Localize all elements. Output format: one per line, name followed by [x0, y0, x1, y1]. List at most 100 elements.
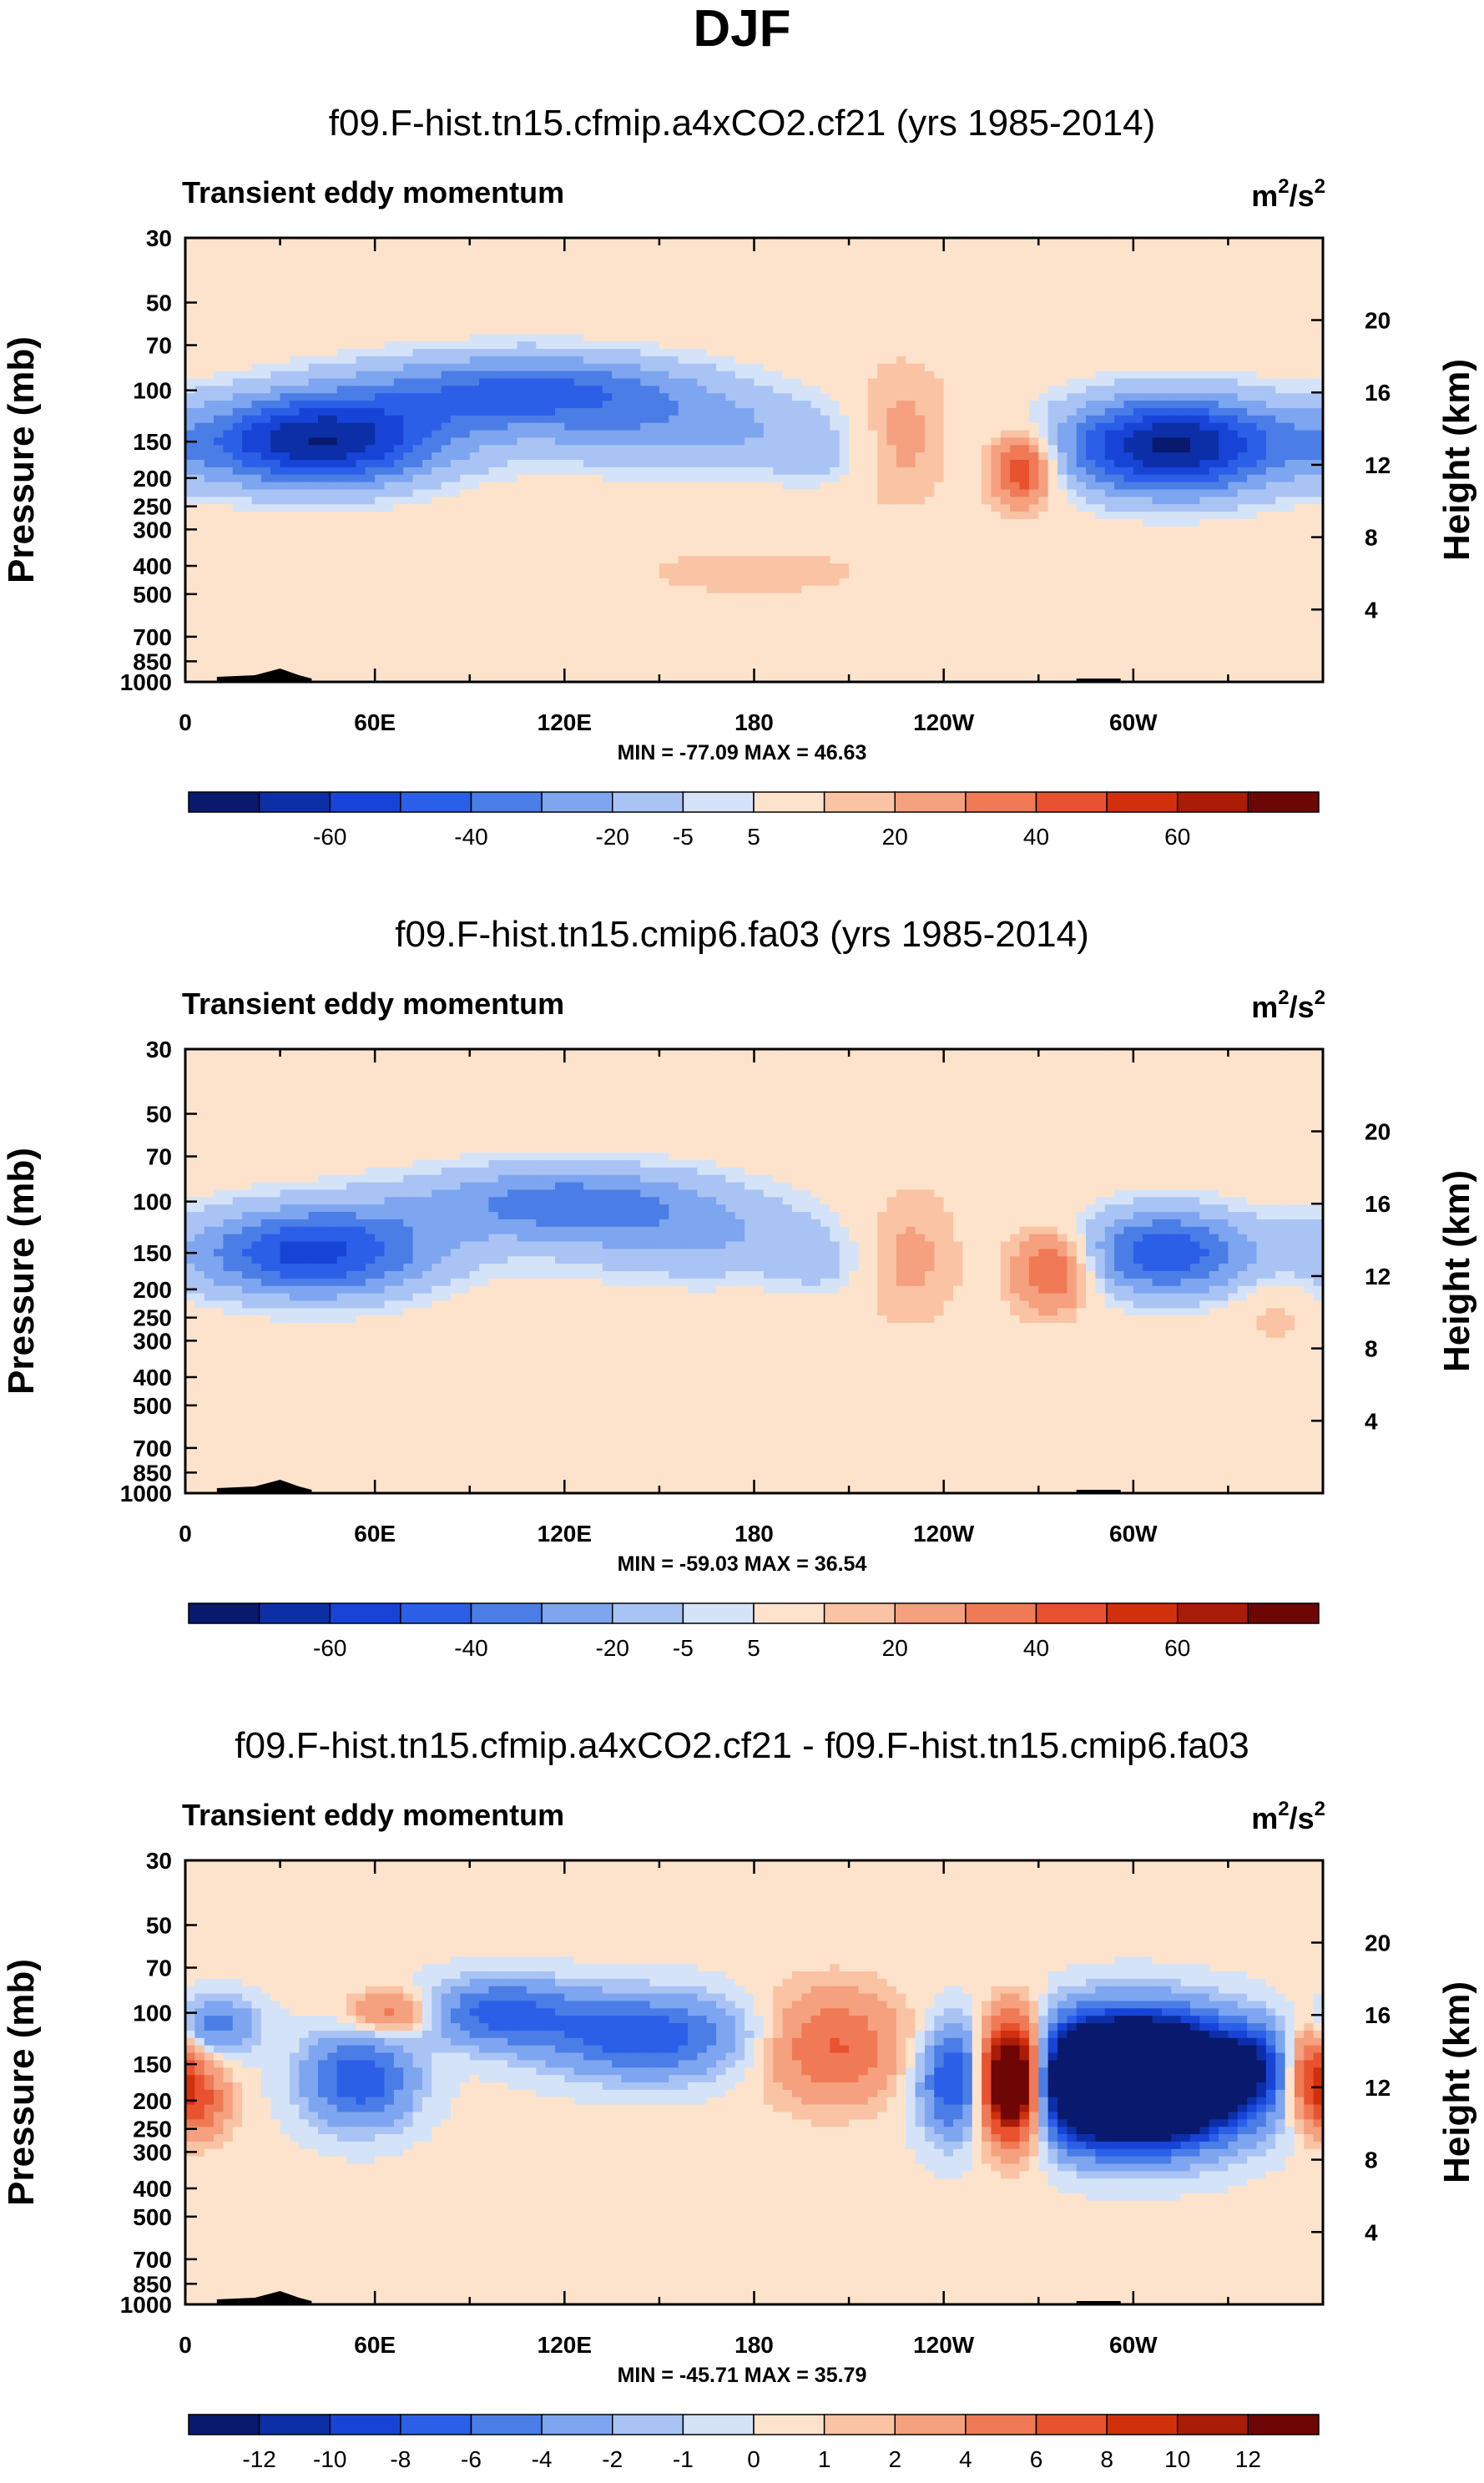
colorbar-swatch [1035, 2414, 1108, 2435]
colorbar-swatch [541, 791, 613, 813]
colorbar-label: -60 [313, 824, 346, 850]
colorbar: -60 -40 -20 -5 5 20 40 60 [188, 791, 1320, 850]
y-tick-label: 250 [133, 2117, 172, 2142]
colorbar-label: 1 [818, 2446, 831, 2472]
colorbar-swatch [470, 2414, 543, 2435]
colorbar-swatch [1035, 1602, 1108, 1624]
chart-panel-2: f09.F-hist.tn15.cmip6.fa03 (yrs 1985-201… [1, 914, 1477, 1661]
x-tick-label: 120W [913, 1521, 975, 1547]
colorbar-label: 20 [882, 824, 908, 850]
x-tick-label: 60E [354, 2332, 396, 2358]
colorbar-swatch [612, 791, 684, 813]
colorbar-label: -10 [313, 2446, 346, 2472]
colorbar-swatch [682, 791, 755, 813]
y-tick-label: 400 [133, 2176, 172, 2202]
colorbar-label: 5 [747, 824, 760, 850]
y-tick-label: 850 [133, 1460, 172, 1486]
colorbar-swatch [329, 1602, 401, 1624]
colorbar-swatch [329, 2414, 401, 2435]
y-axis-label-right: Height (km) [1436, 1170, 1477, 1372]
y-tick-label: 700 [133, 2247, 172, 2273]
colorbar-swatch [188, 791, 260, 813]
y-tick-label: 200 [133, 1277, 172, 1303]
y-tick-label: 400 [133, 1365, 172, 1390]
colorbar-label: -8 [390, 2446, 411, 2472]
colorbar-swatch [329, 791, 401, 813]
colorbar-swatch [823, 2414, 896, 2435]
y-tick-label: 150 [133, 1240, 172, 1266]
colorbar-swatch [965, 1602, 1037, 1624]
chart-panel-3: f09.F-hist.tn15.cfmip.a4xCO2.cf21 - f09.… [1, 1725, 1477, 2472]
surface-topography [216, 669, 1121, 682]
y-tick-label: 70 [146, 1144, 172, 1170]
min-max-label: MIN = -77.09 MAX = 46.63 [618, 741, 867, 765]
units-label: m2/s2 [1251, 987, 1325, 1024]
colorbar: -60 -40 -20 -5 5 20 40 60 [188, 1602, 1320, 1661]
height-tick-label: 8 [1365, 1336, 1378, 1362]
y-tick-label: 250 [133, 1305, 172, 1331]
y-tick-label: 300 [133, 1328, 172, 1354]
x-tick-label: 120E [538, 2332, 592, 2358]
colorbar-swatch [965, 2414, 1037, 2435]
colorbar-swatch [258, 2414, 331, 2435]
y-tick-label: 300 [133, 2139, 172, 2165]
x-tick-label: 60W [1109, 709, 1158, 735]
variable-label: Transient eddy momentum [182, 1798, 564, 1832]
colorbar-swatch [612, 2414, 684, 2435]
height-tick-label: 4 [1365, 1408, 1378, 1434]
colorbar-label: -5 [673, 1635, 694, 1661]
variable-label: Transient eddy momentum [182, 987, 564, 1021]
colorbar-swatch [682, 2414, 755, 2435]
colorbar-swatch [682, 1602, 755, 1624]
height-tick-label: 4 [1365, 2219, 1378, 2245]
y-tick-label: 100 [133, 1189, 172, 1215]
y-tick-label: 50 [146, 1102, 172, 1128]
colorbar-swatch [753, 791, 825, 813]
y-tick-label: 1000 [120, 2292, 172, 2318]
colorbar-label: 40 [1023, 1635, 1049, 1661]
colorbar-label: 4 [959, 2446, 972, 2472]
colorbar-label: -12 [242, 2446, 275, 2472]
colorbar-swatch [541, 1602, 613, 1624]
colorbar-swatch [894, 2414, 967, 2435]
x-tick-label: 60E [354, 1521, 396, 1547]
colorbar-label: -4 [532, 2446, 553, 2472]
x-tick-label: 180 [734, 2332, 774, 2358]
surface-topography [216, 2291, 1121, 2304]
colorbar-swatch [1177, 2414, 1249, 2435]
height-tick-label: 8 [1365, 2147, 1378, 2173]
x-tick-label: 120E [538, 709, 592, 735]
colorbar-swatch [258, 791, 331, 813]
height-tick-label: 12 [1365, 2075, 1391, 2101]
colorbar-label: 0 [747, 2446, 760, 2472]
colorbar-label: 20 [882, 1635, 908, 1661]
min-max-label: MIN = -59.03 MAX = 36.54 [618, 1552, 867, 1576]
y-tick-label: 30 [146, 1037, 172, 1062]
y-tick-label: 500 [133, 2204, 172, 2230]
colorbar-label: 2 [888, 2446, 901, 2472]
x-tick-label: 120E [538, 1521, 592, 1547]
y-tick-label: 700 [133, 1436, 172, 1461]
colorbar-label: 60 [1164, 824, 1190, 850]
colorbar-swatch [1106, 2414, 1179, 2435]
colorbar-label: -40 [454, 824, 487, 850]
colorbar-label: -20 [596, 824, 629, 850]
colorbar-swatch [470, 1602, 543, 1624]
colorbar-swatch [1106, 791, 1179, 813]
colorbar-swatch [541, 2414, 613, 2435]
y-tick-label: 30 [146, 225, 172, 251]
colorbar-swatch [823, 791, 896, 813]
colorbar-label: -40 [454, 1635, 487, 1661]
colorbar-swatch [612, 1602, 684, 1624]
panel-title: f09.F-hist.tn15.cmip6.fa03 (yrs 1985-201… [395, 914, 1089, 955]
colorbar: -12 -10 -8 -6 -4 -2 -1 0 1 2 4 6 8 10 12 [188, 2414, 1320, 2472]
panel-title: f09.F-hist.tn15.cfmip.a4xCO2.cf21 (yrs 1… [329, 103, 1155, 144]
y-tick-label: 1000 [120, 1481, 172, 1506]
y-tick-label: 850 [133, 649, 172, 674]
x-tick-label: 120W [913, 709, 975, 735]
panel-title: f09.F-hist.tn15.cfmip.a4xCO2.cf21 - f09.… [235, 1725, 1249, 1766]
colorbar-label: -60 [313, 1635, 346, 1661]
colorbar-swatch [753, 2414, 825, 2435]
height-tick-label: 16 [1365, 2002, 1391, 2028]
